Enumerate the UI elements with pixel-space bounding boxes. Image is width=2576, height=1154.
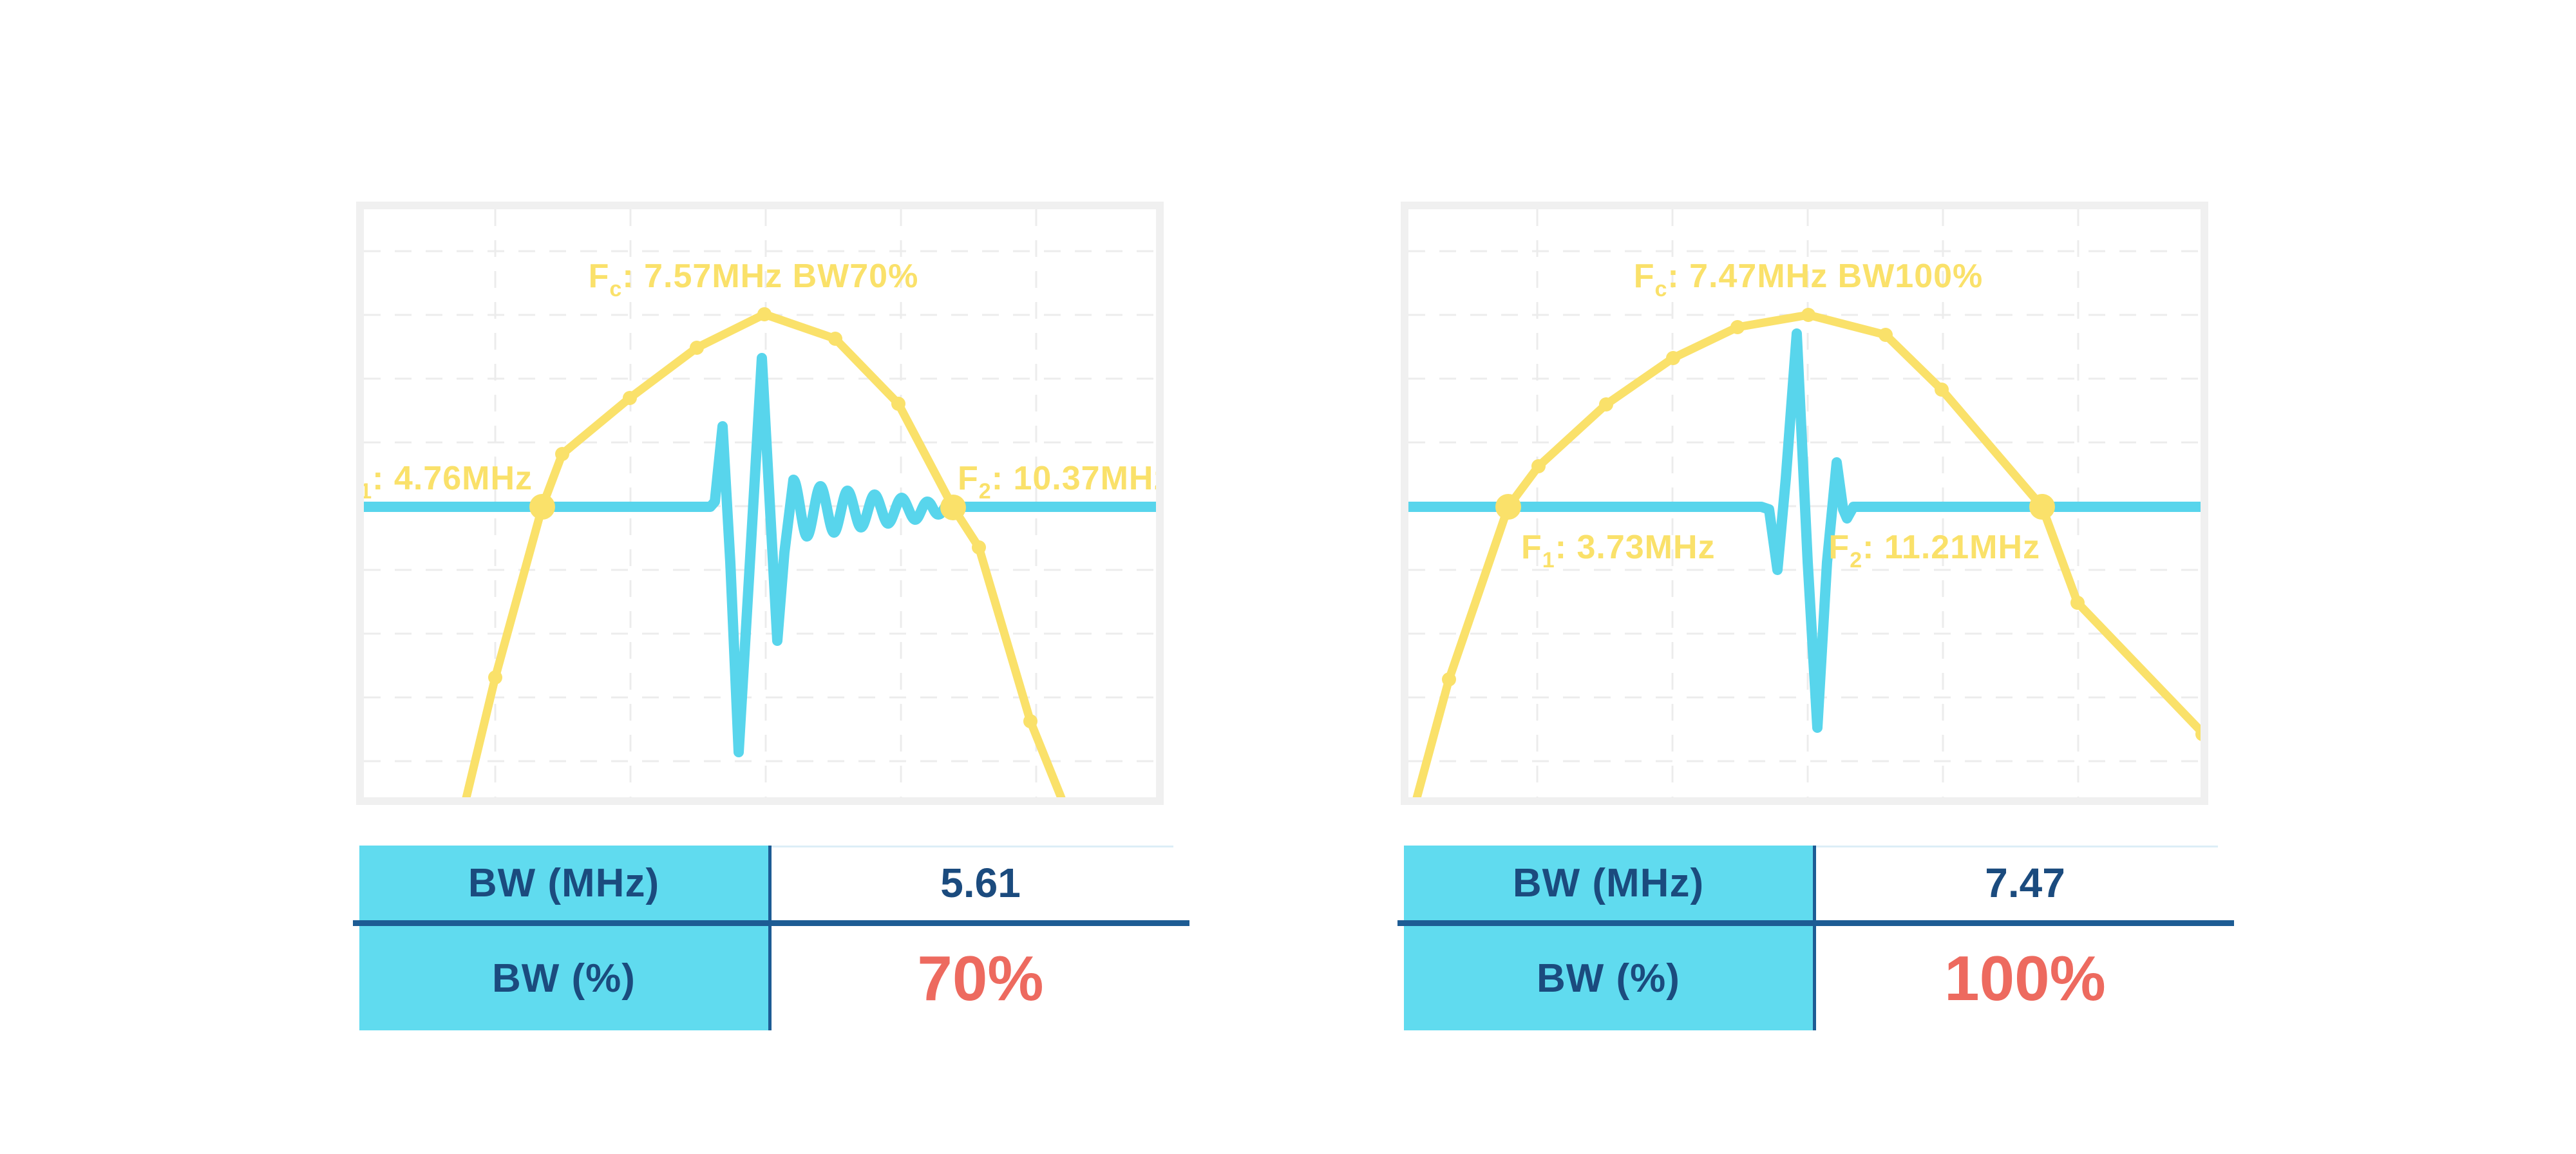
bw-pct-value-cell: 70%	[917, 942, 1044, 1014]
f1-marker-dot	[529, 494, 555, 520]
table-header-column	[1404, 846, 1813, 1030]
f1-marker-dot	[1495, 494, 1521, 520]
bw-mhz-label-cell: BW (MHz)	[468, 860, 660, 905]
chart-panel-bw70: Fc: 7.57MHz BW70% F1: 4.76MHz F2: 10.37M…	[356, 202, 1164, 805]
table-column-divider	[768, 846, 772, 1030]
table-top-border	[1816, 846, 2218, 847]
spectrum-data-dots	[488, 307, 1037, 728]
chart-canvas-bw70: Fc: 7.57MHz BW70% F1: 4.76MHz F2: 10.37M…	[356, 202, 1164, 805]
bw-mhz-value-cell: 5.61	[940, 860, 1021, 906]
table-header-column	[359, 846, 768, 1030]
chart-canvas-bw100: Fc: 7.47MHz BW100% F1: 3.73MHz F2: 11.21…	[1401, 202, 2208, 805]
f2-annotation: F2: 11.21MHz	[1828, 529, 2040, 572]
f1-annotation: F1: 3.73MHz	[1521, 529, 1716, 572]
bandwidth-table-bw70: BW (MHz) BW (%) 5.61 70%	[353, 846, 1189, 1030]
f2-annotation: F2: 10.37MHz	[958, 460, 1164, 504]
bw-mhz-label-cell: BW (MHz)	[1512, 860, 1705, 905]
table-column-divider	[1813, 846, 1816, 1030]
f2-marker-dot	[2029, 494, 2055, 520]
bw-pct-label-cell: BW (%)	[492, 956, 636, 1001]
bandwidth-table-bw100: BW (MHz) BW (%) 7.47 100%	[1397, 846, 2234, 1030]
pulse-waveform	[1408, 328, 2201, 733]
bw-mhz-value-cell: 7.47	[1985, 860, 2065, 906]
fc-annotation: Fc: 7.47MHz BW100%	[1634, 258, 1984, 301]
table-row-divider	[1397, 920, 2234, 926]
table-top-border	[772, 846, 1173, 847]
f2-marker-dot	[940, 495, 966, 520]
bw-pct-value-cell: 100%	[1944, 942, 2106, 1014]
chart-panel-bw100: Fc: 7.47MHz BW100% F1: 3.73MHz F2: 11.21…	[1401, 202, 2208, 805]
table-row-divider	[353, 920, 1189, 926]
fc-annotation: Fc: 7.57MHz BW70%	[589, 258, 919, 301]
f1-annotation: F1: 4.76MHz	[356, 460, 533, 504]
spectrum-data-dots	[1442, 308, 2201, 741]
bw-pct-label-cell: BW (%)	[1537, 956, 1680, 1001]
pulse-waveform	[364, 353, 1156, 757]
